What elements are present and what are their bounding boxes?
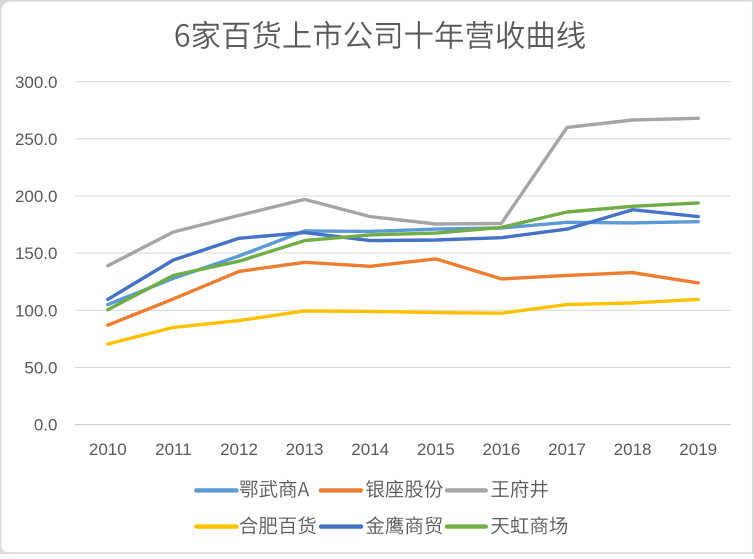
- svg-text:2016: 2016: [482, 440, 520, 459]
- svg-text:2017: 2017: [548, 440, 586, 459]
- svg-text:2019: 2019: [679, 440, 717, 459]
- svg-text:2018: 2018: [614, 440, 652, 459]
- svg-text:2015: 2015: [417, 440, 455, 459]
- svg-text:250.0: 250.0: [15, 130, 58, 149]
- svg-text:2012: 2012: [220, 440, 258, 459]
- svg-text:100.0: 100.0: [15, 301, 58, 320]
- svg-text:150.0: 150.0: [15, 244, 58, 263]
- svg-text:2014: 2014: [351, 440, 389, 459]
- svg-text:50.0: 50.0: [24, 359, 57, 378]
- svg-text:300.0: 300.0: [15, 73, 58, 92]
- svg-text:0.0: 0.0: [34, 416, 58, 435]
- svg-text:2013: 2013: [286, 440, 324, 459]
- svg-text:2011: 2011: [155, 440, 192, 459]
- svg-text:200.0: 200.0: [15, 187, 58, 206]
- svg-text:2010: 2010: [89, 440, 127, 459]
